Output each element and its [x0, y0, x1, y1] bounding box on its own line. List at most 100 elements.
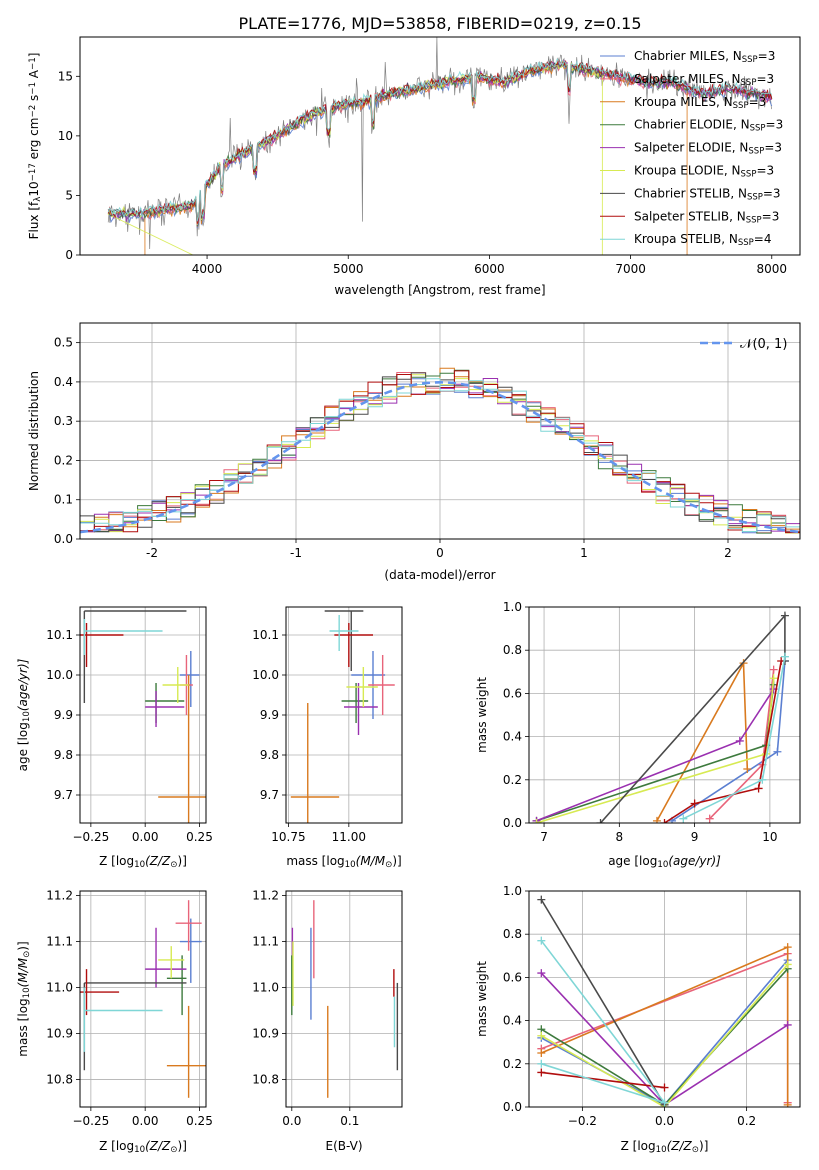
series-marker [537, 1049, 546, 1057]
chart-residuals: -2 -1 0 1 2 0.0 0.1 0.2 0.3 0.4 0.5 (data-model)/er… [27, 322, 801, 582]
series-kroupa-elodie-line [540, 963, 789, 1107]
series-salpeter-miles-line [709, 669, 775, 820]
legend-text: Kroupa ELODIE, N [634, 164, 741, 178]
legend-tail: =3 [762, 209, 780, 223]
label-part: )] [16, 941, 30, 950]
label-part: 10 [657, 860, 668, 870]
series-marker [537, 1031, 546, 1040]
x-tick-label: 7000 [615, 262, 646, 276]
label-part: 10 [22, 711, 32, 722]
series-marker [780, 652, 789, 661]
legend-subscript: SSP [741, 170, 757, 180]
x-axis-label: Z [log10(Z/Z⊙)] [99, 1139, 187, 1155]
series-marker [783, 1100, 792, 1107]
y-tick-label: 0.4 [503, 730, 522, 744]
x-axis-label: Z [log10(Z/Z⊙)] [99, 854, 187, 870]
legend-entry: Kroupa STELIB, NSSP=4 [634, 232, 772, 248]
series-salpeter-stelib-line [541, 1071, 665, 1089]
y-tick-label: 9.8 [260, 748, 279, 762]
y-tick-label: 11.2 [46, 889, 73, 903]
y-tick-label: 10.9 [46, 1026, 73, 1040]
x-tick-label: 0.0 [282, 1114, 301, 1128]
series-marker [652, 816, 661, 823]
y-tick-label: 5 [65, 188, 73, 202]
series-marker [758, 775, 767, 784]
axes-frame [285, 890, 403, 1108]
series-marker [773, 747, 782, 756]
series-marker [537, 969, 546, 978]
x-tick-label: 0.1 [340, 1114, 359, 1128]
label-part: −17 [28, 163, 38, 181]
x-tick-label: 7 [540, 830, 548, 844]
x-tick-label: -2 [146, 546, 158, 560]
y-tick-label: 0.8 [503, 927, 522, 941]
y-tick-label: 0.6 [503, 970, 522, 984]
y-tick-label: 9.7 [54, 788, 73, 802]
x-tick-label: 6000 [474, 262, 505, 276]
x-tick-label: 10.75 [271, 830, 305, 844]
label-part: age [log [608, 854, 657, 868]
label-part: ⊙ [170, 860, 177, 870]
series-chabrier-elodie-line [536, 684, 775, 822]
y-tick-label: 10.1 [46, 628, 73, 642]
legend-subscript: SSP [747, 193, 763, 203]
y-axis-label: age [log10(age/yr)] [16, 658, 32, 771]
y-tick-label: 11.0 [46, 981, 73, 995]
label-part: 10 [22, 987, 32, 998]
y-tick-label: 10.1 [252, 628, 279, 642]
x-axis-label: mass [log10(M/M⊙)] [286, 854, 401, 870]
x-tick-label: 0.00 [132, 830, 159, 844]
y-tick-label: 0.1 [54, 493, 73, 507]
label-part: mass [log [16, 998, 30, 1056]
legend-entry: 𝒩(0, 1) [740, 337, 787, 352]
label-part: −1 [28, 57, 38, 70]
series-kroupa-stelib-line [540, 940, 667, 1105]
label-part: (Z/Z [145, 854, 171, 868]
series-marker [780, 611, 789, 620]
model-chabrier-stelib-line [107, 60, 773, 223]
series-marker [769, 674, 778, 683]
plot-area [532, 611, 789, 823]
chart-spectrum: 4000 5000 6000 7000 8000 0 5 10 15 wavelength [An… [27, 36, 801, 297]
legend-text: Salpeter STELIB, N [634, 209, 746, 223]
label-part: 10 [656, 1145, 667, 1155]
label-part: 10 [134, 860, 145, 870]
y-tick-label: 0.0 [503, 816, 522, 830]
label-part: (M/M [16, 957, 30, 987]
legend-entry: Salpeter ELODIE, NSSP=3 [634, 141, 782, 157]
legend-text: Chabrier STELIB, N [634, 186, 747, 200]
label-part: )] [699, 1139, 708, 1153]
plot-area [291, 900, 399, 1098]
legend-subscript: SSP [741, 78, 757, 88]
legend-subscript: SSP [733, 101, 749, 111]
legend-text: Chabrier ELODIE, N [634, 118, 750, 132]
y-tick-label: 10.0 [46, 668, 73, 682]
y-axis-label: Normed distribution [27, 371, 41, 491]
series-marker [537, 936, 546, 945]
plot-area [537, 895, 792, 1107]
y-tick-label: 0.8 [503, 643, 522, 657]
series-kroupa-miles-line [656, 660, 749, 822]
legend-text: Kroupa STELIB, N [634, 232, 738, 246]
legend-subscript: SSP [748, 147, 764, 157]
y-tick-label: 0.0 [503, 1100, 522, 1114]
legend-text: Kroupa MILES, N [634, 95, 733, 109]
plot-area [80, 610, 206, 823]
x-tick-label: 0.0 [655, 1114, 674, 1128]
label-part: Z [log [99, 1139, 134, 1153]
x-tick-label: 0 [436, 546, 444, 560]
series-marker [537, 895, 546, 904]
legend-entry: Chabrier MILES, NSSP=3 [634, 49, 775, 65]
label-part: ⊙ [692, 1145, 699, 1155]
y-tick-label: 9.9 [260, 708, 279, 722]
y-tick-label: 10.8 [252, 1072, 279, 1086]
label-part: Z [log [99, 854, 134, 868]
y-tick-label: 11.1 [252, 935, 279, 949]
label-part: ⊙ [22, 951, 32, 958]
label-part: A [27, 69, 41, 82]
y-axis-label: mass [log10(M/M⊙)] [16, 941, 32, 1056]
y-tick-label: 9.8 [54, 748, 73, 762]
chart-mass_vs_ebv: 0.0 0.1 10.8 10.9 11.0 11.1 11.2 E(B-V) [252, 889, 403, 1153]
